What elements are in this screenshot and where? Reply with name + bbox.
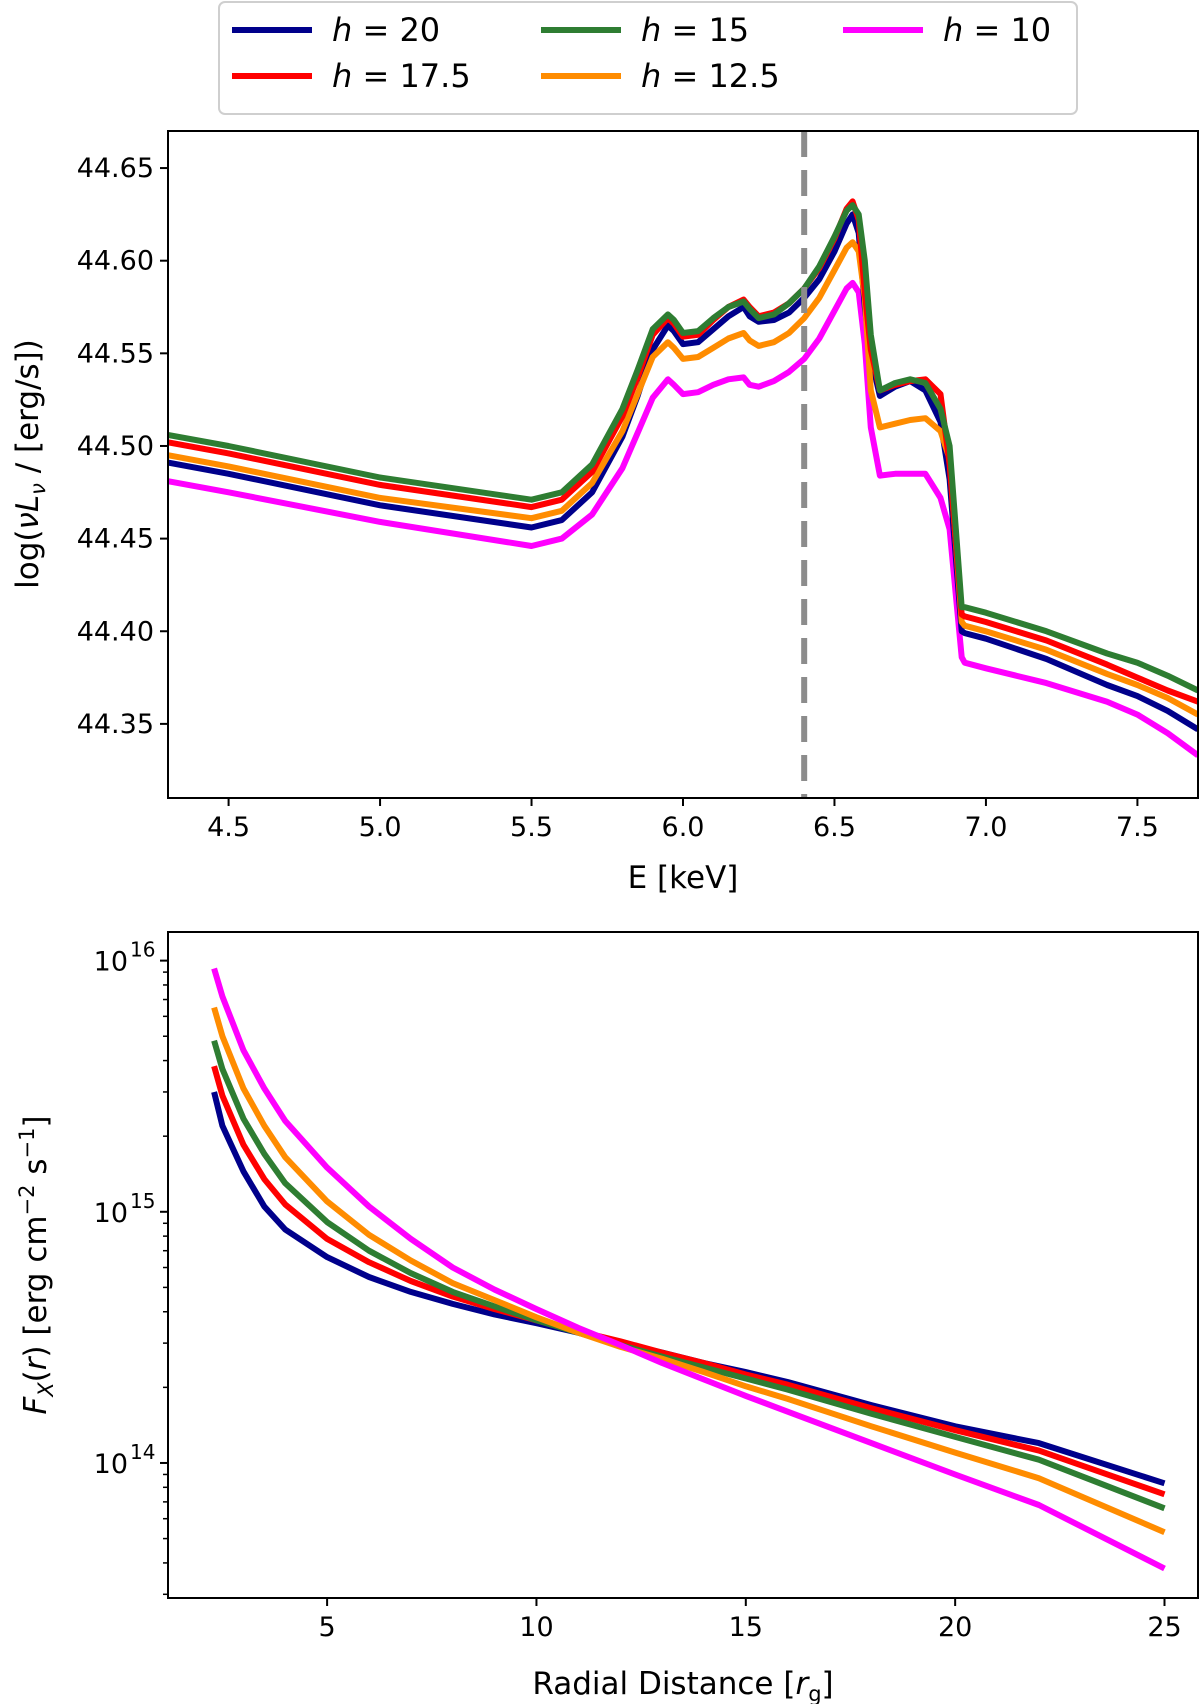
spectrum-line-17.5 [168, 198, 1198, 705]
legend-entry: h = 10 [843, 11, 1051, 49]
y-tick-label: 44.35 [77, 709, 154, 740]
x-tick-label: 5.5 [510, 812, 553, 843]
x-tick-label: 15 [729, 1612, 763, 1643]
x-tick-label: 7.0 [964, 812, 1007, 843]
spectrum-line-10 [168, 279, 1198, 758]
legend-entry: h = 17.5 [232, 57, 471, 95]
flux-ylabel: FX(r) [erg cm−2 s−1] [15, 1115, 58, 1414]
flux-line-10 [211, 967, 1166, 1572]
y-tick-label: 44.40 [77, 616, 154, 647]
legend-entry: h = 12.5 [541, 57, 780, 95]
y-tick-label: 10 [94, 1449, 128, 1480]
y-tick-exponent: 16 [130, 938, 155, 962]
y-tick-exponent: 14 [130, 1440, 155, 1464]
x-tick-label: 6.5 [813, 812, 856, 843]
x-tick-label: 5 [319, 1612, 336, 1643]
y-tick-label: 44.50 [77, 431, 154, 462]
x-tick-label: 7.5 [1116, 812, 1159, 843]
y-tick-label: 44.65 [77, 153, 154, 184]
flux-line-12.5 [211, 1006, 1166, 1535]
legend-entry: h = 20 [232, 11, 440, 49]
x-tick-label: 6.0 [662, 812, 705, 843]
y-tick-label: 10 [94, 1198, 128, 1229]
x-tick-label: 20 [938, 1612, 972, 1643]
x-tick-label: 10 [519, 1612, 553, 1643]
spectrum-xlabel: E [keV] [628, 860, 739, 896]
flux-plot-frame [167, 931, 1199, 1599]
y-tick-label: 44.45 [77, 524, 154, 555]
flux-line-20 [211, 1091, 1166, 1487]
y-tick-label: 44.60 [77, 246, 154, 277]
x-tick-label: 25 [1147, 1612, 1181, 1643]
legend-label: h = 12.5 [641, 57, 780, 95]
flux-xlabel: Radial Distance [rg] [532, 1666, 833, 1704]
x-tick-label: 5.0 [359, 812, 402, 843]
legend-label: h = 15 [641, 11, 749, 49]
spectrum-ylabel: log(νLν / [erg/s]) [10, 339, 50, 589]
legend-label: h = 10 [943, 11, 1051, 49]
y-tick-label: 10 [94, 947, 128, 978]
legend-entry: h = 15 [541, 11, 749, 49]
spectrum-line-15 [168, 202, 1198, 694]
legend-label: h = 17.5 [332, 57, 471, 95]
y-tick-label: 44.55 [77, 338, 154, 369]
x-tick-label: 4.5 [207, 812, 250, 843]
legend: h = 20 h = 15 h = 10 h = 17.5 h = 12.5 [218, 1, 1078, 115]
spectrum-plot: 4.5 5.0 5.5 6.0 6.5 7.0 7.5 44.35 44.40 44.45 44.… [10, 130, 1199, 896]
y-tick-exponent: 15 [130, 1189, 155, 1213]
spectrum-line-12.5 [168, 239, 1198, 718]
legend-label: h = 20 [332, 11, 440, 49]
flux-line-17.5 [211, 1065, 1166, 1498]
